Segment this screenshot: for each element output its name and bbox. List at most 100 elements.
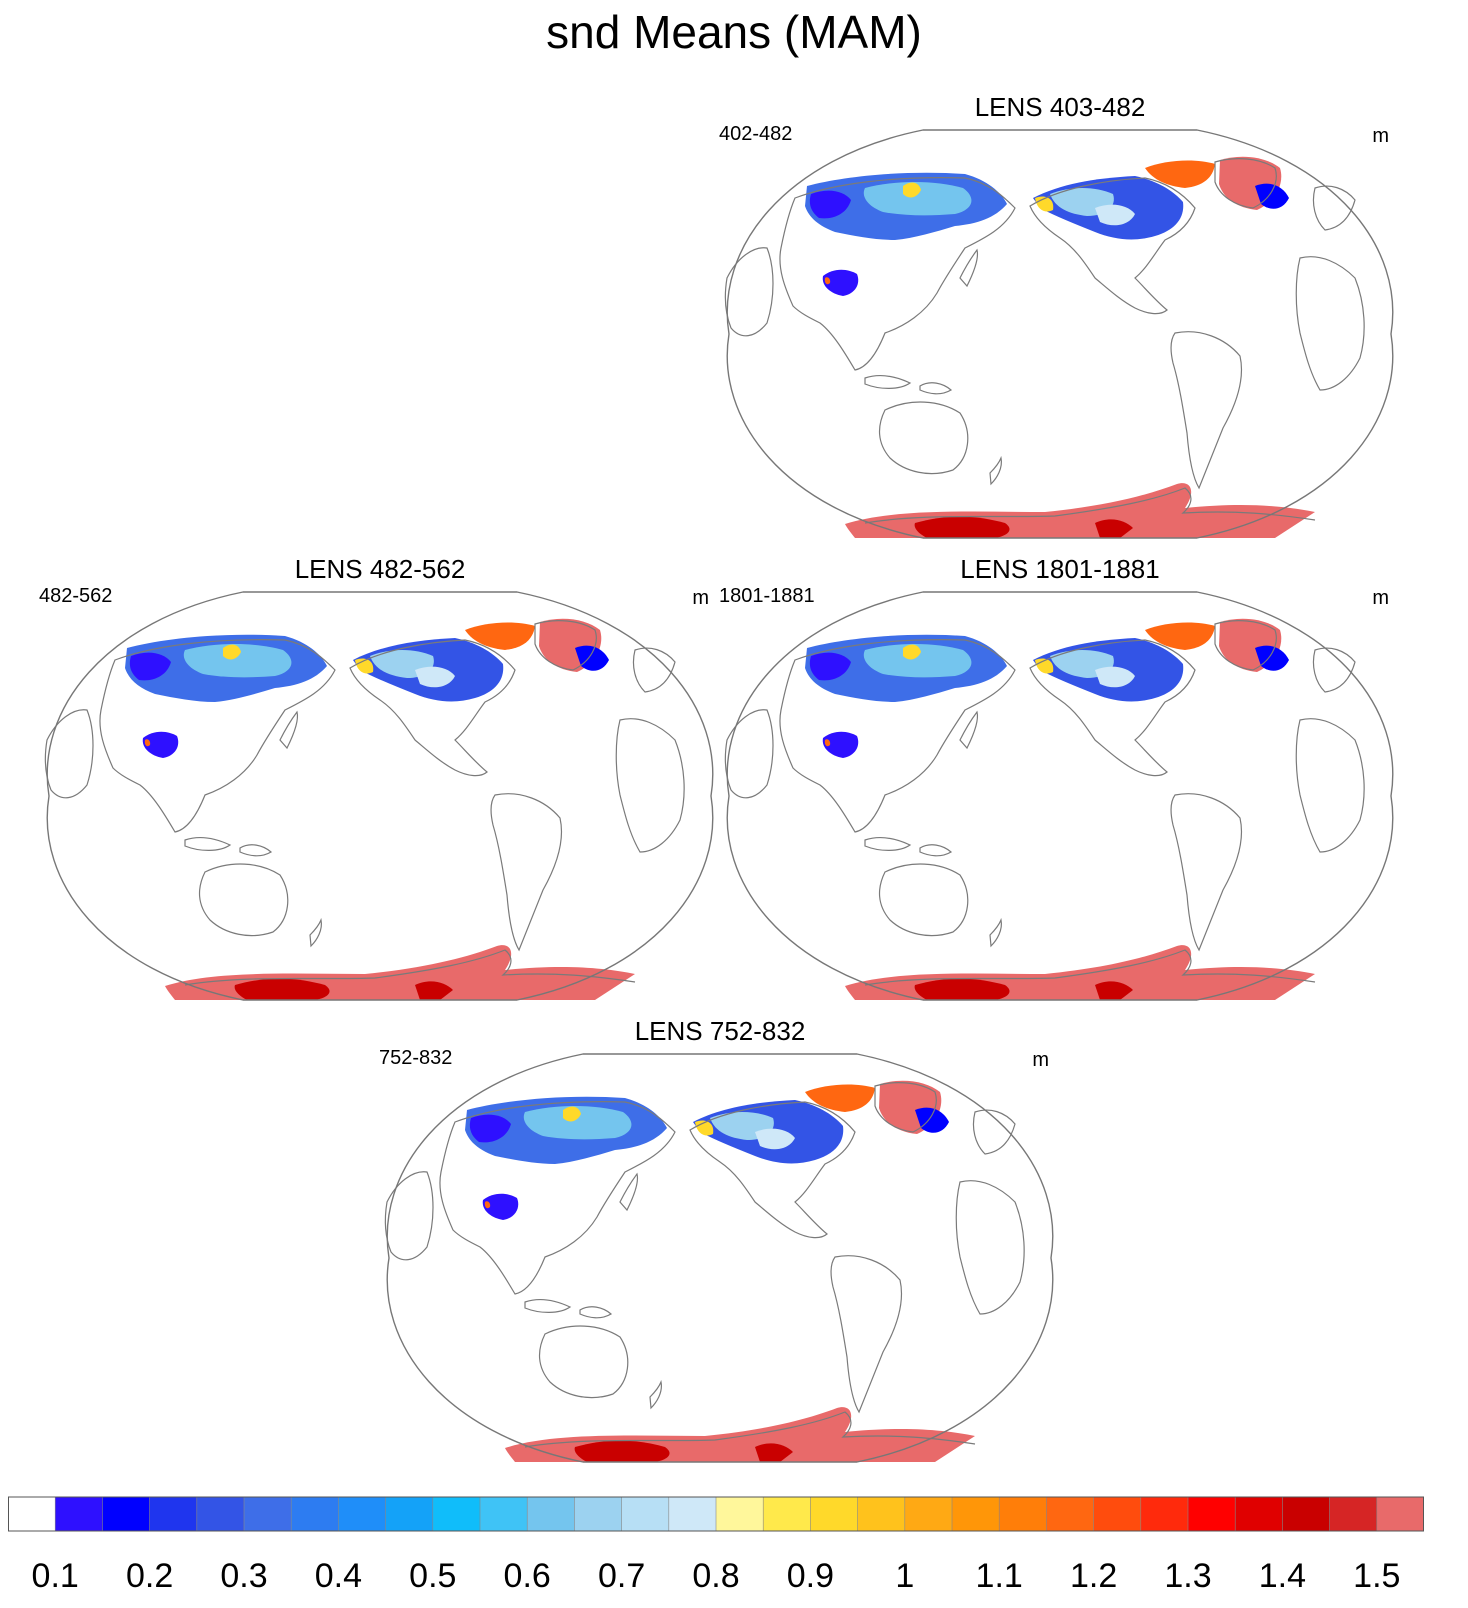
panel-left-label: 482-562 xyxy=(39,585,113,607)
colorbar-swatch xyxy=(479,1496,529,1532)
panel-left-label: 752-832 xyxy=(379,1047,453,1069)
snow-depth-region xyxy=(223,644,241,660)
coastline xyxy=(959,248,979,288)
snow-depth-region xyxy=(469,1114,511,1143)
panel-title: LENS 482-562 xyxy=(294,554,466,584)
colorbar-swatch xyxy=(385,1496,434,1532)
colorbar-swatch xyxy=(1282,1496,1331,1532)
coastline xyxy=(279,710,299,750)
snow-depth-region xyxy=(822,269,859,296)
coastline xyxy=(919,382,953,395)
coastline xyxy=(184,949,636,986)
map-outline xyxy=(46,591,714,1001)
snow-depth-region xyxy=(1255,645,1289,671)
colorbar-swatch xyxy=(1329,1496,1378,1532)
figure-title: snd Means (MAM) xyxy=(546,6,922,58)
snow-depth-region xyxy=(822,731,859,758)
colorbar-swatch xyxy=(526,1496,576,1532)
snow-depth-region xyxy=(1145,622,1215,650)
colorbar-swatch xyxy=(338,1496,387,1532)
coastline xyxy=(632,647,676,693)
map-panel: LENS 752-832 752-832 m xyxy=(375,1016,1065,1466)
colorbar-tick-label: 1.5 xyxy=(1353,1557,1401,1595)
colorbar-swatch xyxy=(998,1496,1048,1532)
snow-depth-region xyxy=(824,739,831,747)
coastline xyxy=(439,1101,676,1295)
snow-depth-region xyxy=(755,1128,795,1150)
coastline xyxy=(972,1109,1016,1155)
colorbar-tick-label: 1.3 xyxy=(1164,1557,1212,1595)
snow-depth-region xyxy=(415,666,455,688)
colorbar-swatch xyxy=(196,1496,245,1532)
colorbar-swatch xyxy=(904,1496,953,1532)
coastline xyxy=(1295,256,1365,391)
coastline xyxy=(1214,158,1277,209)
snow-depth-region xyxy=(1095,519,1133,538)
snow-depth-region xyxy=(144,739,151,747)
coastline xyxy=(524,1298,572,1313)
coastline xyxy=(1029,639,1196,777)
snow-depth-region xyxy=(805,1084,875,1112)
coastline xyxy=(615,718,685,853)
world-map xyxy=(44,591,714,1001)
coastline xyxy=(989,917,1002,948)
colorbar-frame xyxy=(8,1496,1424,1532)
panel-units-label: m xyxy=(1372,587,1389,609)
colorbar-tick-label: 0.2 xyxy=(125,1557,174,1595)
snow-depth-region xyxy=(129,652,171,681)
panel-title: LENS 403-482 xyxy=(974,92,1146,122)
panel-title: LENS 1801-1881 xyxy=(960,554,1160,584)
snow-depth-region xyxy=(914,516,1010,538)
coastline xyxy=(1312,185,1356,231)
map-panel: LENS 1801-1881 1801-1881 m xyxy=(715,554,1405,1004)
snow-depth-region xyxy=(914,978,1010,1000)
snow-depth-region xyxy=(142,731,179,758)
snow-depth-region xyxy=(915,1107,949,1133)
snow-depth-region xyxy=(755,1443,793,1462)
snow-depth-region xyxy=(1095,666,1135,688)
colorbar-swatch xyxy=(574,1496,623,1532)
snow-depth-region xyxy=(809,190,851,219)
world-map xyxy=(724,129,1394,539)
coastline xyxy=(689,1101,856,1239)
colorbar-tick-label: 0.9 xyxy=(786,1557,835,1595)
coastline xyxy=(1170,331,1243,490)
coastline xyxy=(864,374,912,389)
snow-depth-region xyxy=(863,182,972,216)
colorbar-swatch xyxy=(149,1496,198,1532)
colorbar-swatch xyxy=(715,1496,765,1532)
coastline xyxy=(919,844,953,857)
colorbar-swatch xyxy=(102,1496,151,1532)
coastline xyxy=(864,487,1316,524)
colorbar-swatch xyxy=(54,1496,104,1532)
coastline xyxy=(1295,718,1365,853)
colorbar-swatch xyxy=(1046,1496,1095,1532)
colorbar-swatch xyxy=(668,1496,717,1532)
snow-depth-region xyxy=(1095,981,1133,1000)
snow-depth-region xyxy=(563,1106,581,1122)
coastline xyxy=(879,401,969,475)
colorbar xyxy=(8,1496,1424,1532)
snow-depth-region xyxy=(482,1193,519,1220)
coastline xyxy=(779,177,1016,371)
snow-depth-region xyxy=(1095,204,1135,226)
panel-units-label: m xyxy=(692,587,709,609)
colorbar-swatch xyxy=(290,1496,340,1532)
coastline xyxy=(199,863,289,937)
panel-left-label: 402-482 xyxy=(719,123,793,145)
coastline xyxy=(879,863,969,937)
colorbar-swatch xyxy=(243,1496,293,1532)
coastline xyxy=(99,639,336,833)
panel-units-label: m xyxy=(1372,125,1389,147)
snow-depth-region xyxy=(575,645,609,671)
snow-depth-region xyxy=(484,1201,491,1209)
coastline xyxy=(539,1325,629,1399)
colorbar-tick-label: 0.6 xyxy=(503,1557,551,1595)
coastline xyxy=(864,949,1316,986)
panel-title: LENS 752-832 xyxy=(634,1016,806,1046)
coastline xyxy=(959,710,979,750)
colorbar-tick-label: 1.2 xyxy=(1069,1557,1118,1595)
colorbar-swatch xyxy=(951,1496,1001,1532)
snow-depth-region xyxy=(903,182,921,198)
coastline xyxy=(1029,177,1196,315)
